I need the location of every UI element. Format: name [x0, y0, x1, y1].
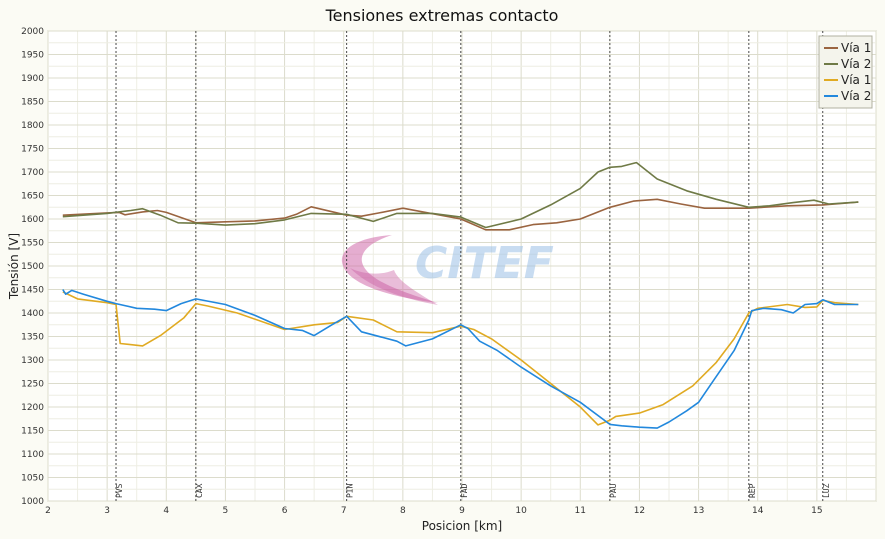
x-tick-label: 11	[575, 506, 586, 516]
x-tick-label: 13	[693, 506, 704, 516]
y-tick-label: 1800	[21, 121, 44, 131]
y-tick-label: 1050	[21, 474, 44, 484]
x-tick-label: 5	[223, 506, 229, 516]
station-label: CAX	[195, 483, 204, 498]
x-tick-label: 12	[634, 506, 645, 516]
axis-ticks: 2 3 4 5 6 7 8 9 10 11 12 13 14 15 1000 1050 1100 1150 1200…	[21, 27, 822, 516]
x-tick-label: 9	[459, 506, 465, 516]
station-label: PIN	[346, 483, 355, 498]
series-line	[62, 198, 859, 231]
y-tick-label: 1550	[21, 239, 44, 249]
x-tick-label: 3	[104, 506, 110, 516]
y-tick-label: 1950	[21, 51, 44, 61]
y-tick-label: 1100	[21, 450, 44, 460]
y-axis-label: Tensión [V]	[7, 233, 21, 300]
legend: Vía 1 Vía 2 Vía 1 Vía 2	[818, 35, 873, 109]
chart-title: Tensiones extremas contacto	[325, 6, 559, 25]
x-tick-label: 6	[282, 506, 288, 516]
y-tick-label: 1350	[21, 333, 44, 343]
series-line	[62, 161, 859, 229]
y-tick-label: 1250	[21, 380, 44, 390]
x-tick-label: 14	[752, 506, 764, 516]
station-label: REP	[748, 483, 757, 498]
y-tick-label: 1750	[21, 145, 44, 155]
y-tick-label: 1000	[21, 497, 44, 507]
legend-label: Vía 1	[841, 41, 871, 55]
legend-label: Vía 2	[841, 57, 871, 71]
y-tick-label: 1500	[21, 262, 44, 272]
y-tick-label: 1850	[21, 98, 44, 108]
y-tick-label: 2000	[21, 27, 44, 37]
series-lines	[62, 161, 859, 429]
x-tick-label: 8	[400, 506, 406, 516]
station-label: FAD	[460, 483, 469, 498]
y-tick-label: 1300	[21, 356, 44, 366]
station-label: LUZ	[822, 483, 831, 498]
x-tick-label: 10	[515, 506, 527, 516]
station-label: PAU	[609, 483, 618, 498]
station-label: PVS	[115, 483, 124, 498]
y-tick-label: 1200	[21, 403, 44, 413]
series-line	[62, 289, 859, 429]
grid	[47, 30, 877, 502]
x-tick-label: 2	[45, 506, 51, 516]
y-tick-label: 1400	[21, 309, 44, 319]
y-tick-label: 1150	[21, 427, 44, 437]
x-tick-label: 4	[163, 506, 169, 516]
citef-watermark-logo: CITEF	[341, 235, 554, 305]
station-markers: PVS CAX PIN FAD PAU REP LUZ	[115, 31, 831, 501]
x-tick-label: 7	[341, 506, 347, 516]
y-tick-label: 1700	[21, 168, 44, 178]
y-tick-label: 1900	[21, 74, 44, 84]
legend-label: Vía 2	[841, 89, 871, 103]
x-axis-label: Posicion [km]	[422, 519, 502, 533]
y-tick-label: 1650	[21, 192, 44, 202]
x-tick-label: 15	[811, 506, 822, 516]
watermark-lettering: CITEF	[415, 238, 554, 289]
y-tick-label: 1450	[21, 286, 44, 296]
legend-label: Vía 1	[841, 73, 871, 87]
y-tick-label: 1600	[21, 215, 44, 225]
